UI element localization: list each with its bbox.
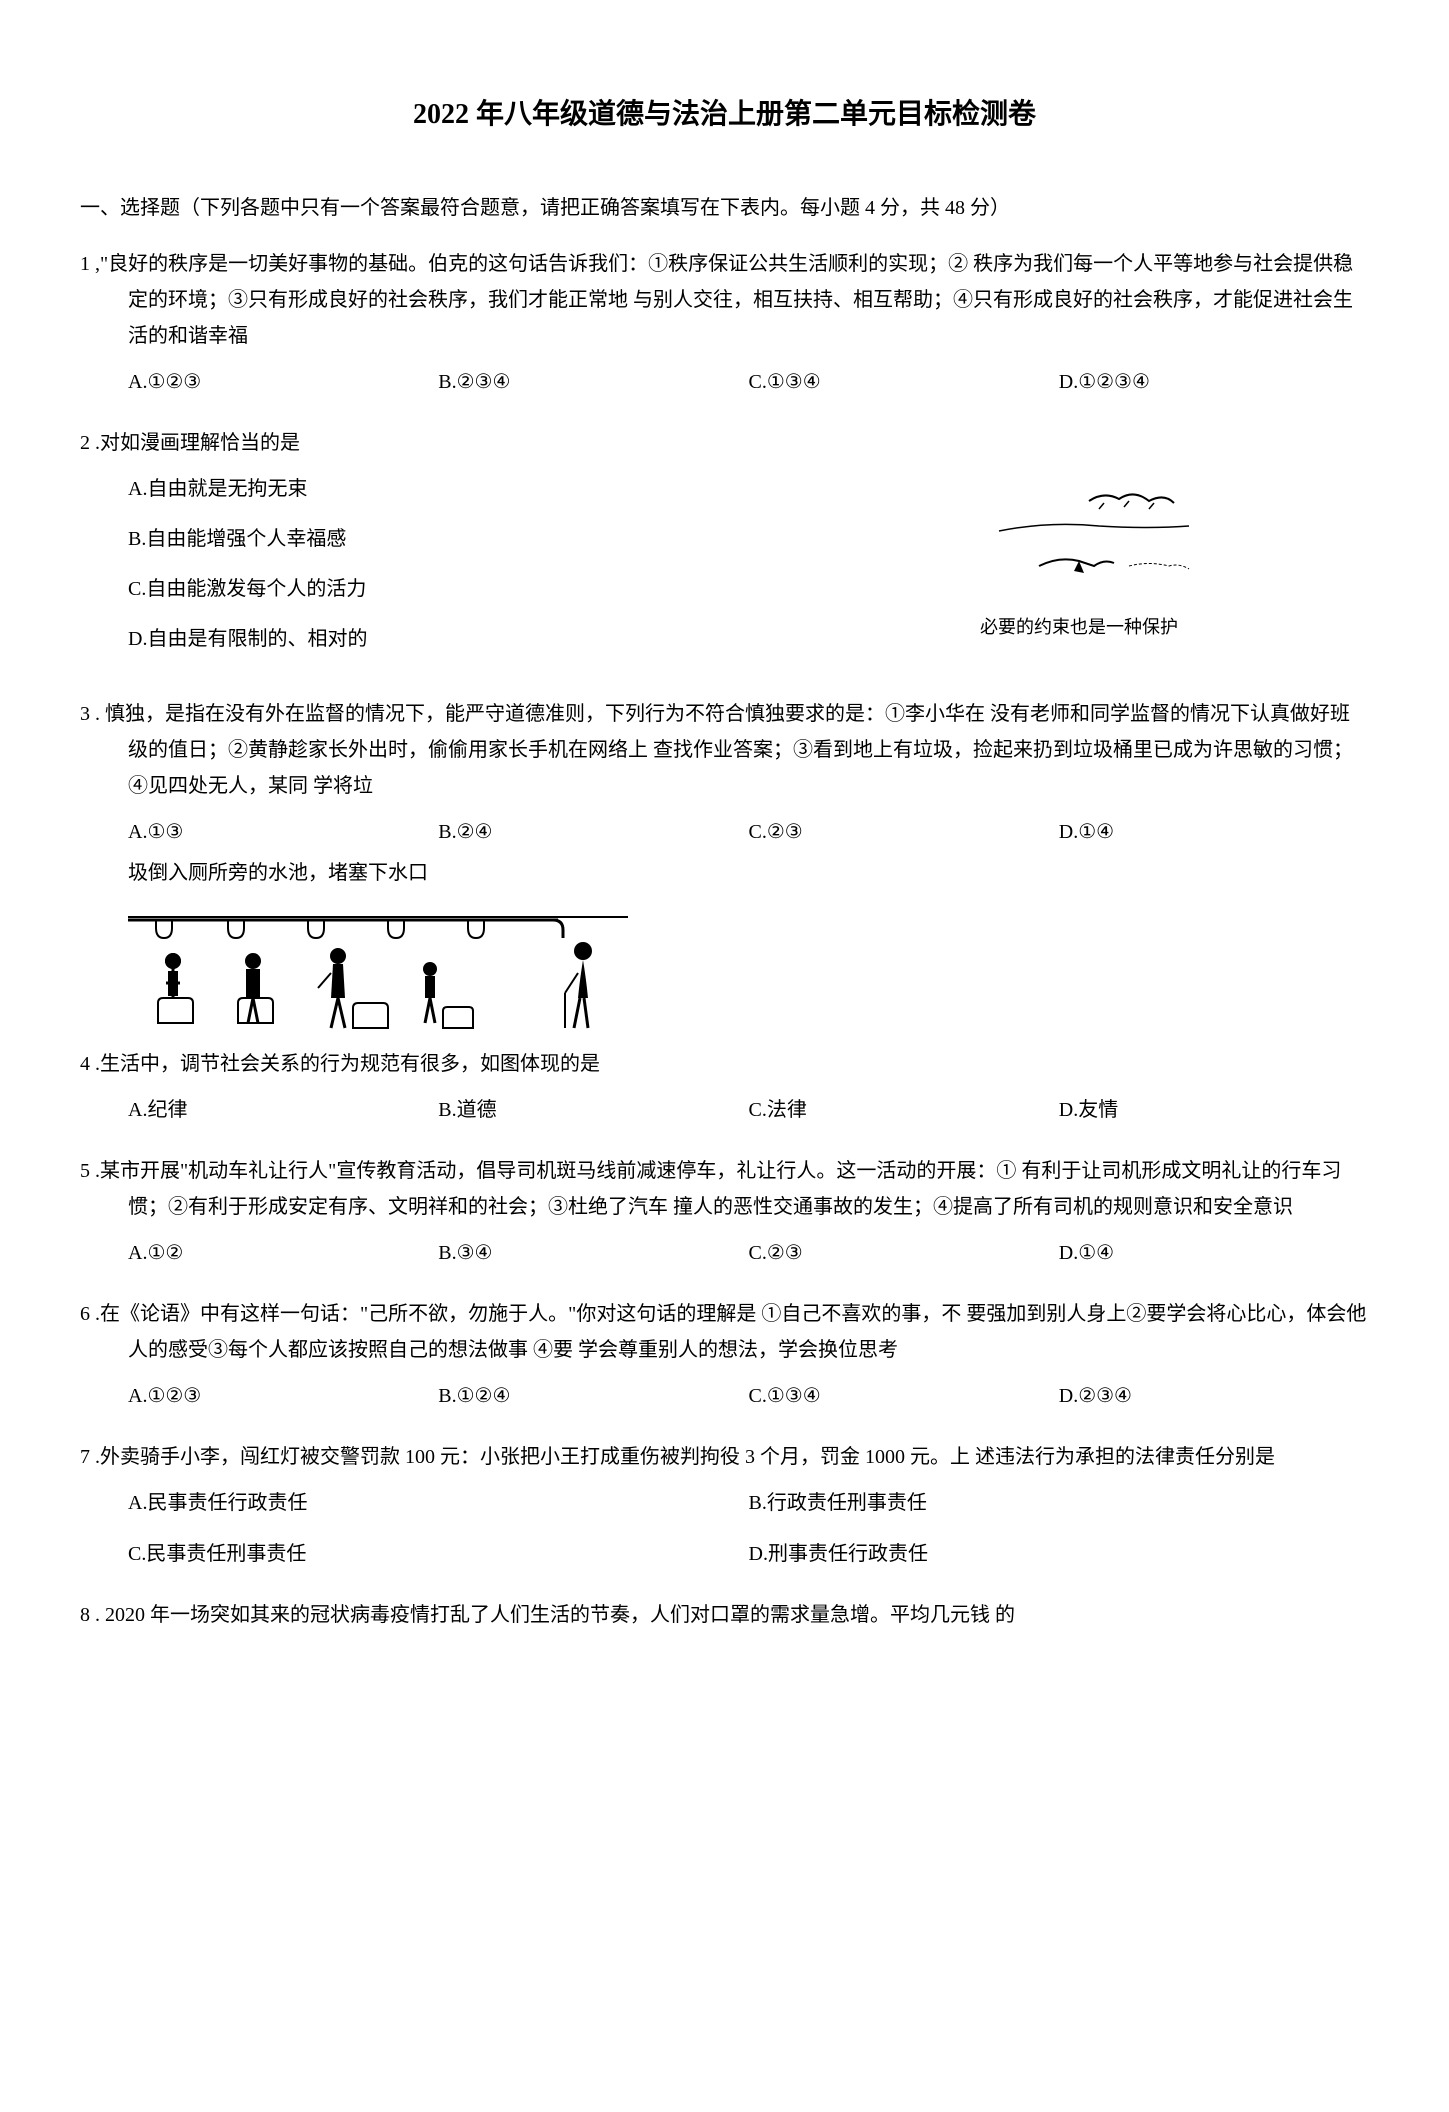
option-a: A.①②③ (128, 1378, 438, 1414)
options-row: A.①③ B.②④ C.②③ D.①④ (80, 814, 1369, 850)
option-b: B.道德 (438, 1092, 748, 1128)
option-c: C.②③ (749, 1235, 1059, 1271)
option-b: B.行政责任刑事责任 (749, 1485, 1370, 1521)
option-a: A.①②③ (128, 364, 438, 400)
question-text: 5 .某市开展"机动车礼让行人"宣传教育活动，倡导司机斑马线前减速停车，礼让行人… (80, 1153, 1369, 1225)
option-b: B.②④ (438, 814, 748, 850)
question-text: 8 . 2020 年一场突如其来的冠状病毒疫情打乱了人们生活的节奏，人们对口罩的… (80, 1597, 1369, 1633)
option-d: D.②③④ (1059, 1378, 1369, 1414)
option-d: D.自由是有限制的、相对的 (128, 621, 789, 657)
kite-illustration (949, 481, 1209, 591)
option-a: A.①③ (128, 814, 438, 850)
option-c: C.法律 (749, 1092, 1059, 1128)
question-4: 4 .生活中，调节社会关系的行为规范有很多，如图体现的是 A.纪律 B.道德 C… (80, 1046, 1369, 1128)
bus-seat-illustration (128, 916, 628, 1036)
options-grid: A.民事责任行政责任 B.行政责任刑事责任 C.民事责任刑事责任 D.刑事责任行… (80, 1485, 1369, 1572)
option-d: D.①④ (1059, 1235, 1369, 1271)
option-b: B.③④ (438, 1235, 748, 1271)
question-2: 2 .对如漫画理解恰当的是 A.自由就是无拘无束 B.自由能增强个人幸福感 C.… (80, 425, 1369, 671)
option-c: C.民事责任刑事责任 (128, 1536, 749, 1572)
option-a: A.①② (128, 1235, 438, 1271)
question-text: 2 .对如漫画理解恰当的是 (80, 425, 1369, 461)
options-row: A.①②③ B.①②④ C.①③④ D.②③④ (80, 1378, 1369, 1414)
question-5: 5 .某市开展"机动车礼让行人"宣传教育活动，倡导司机斑马线前减速停车，礼让行人… (80, 1153, 1369, 1271)
question-text-continued: 圾倒入厕所旁的水池，堵塞下水口 (80, 855, 1369, 891)
option-d: D.友情 (1059, 1092, 1369, 1128)
options-row: A.①②③ B.②③④ C.①③④ D.①②③④ (80, 364, 1369, 400)
question-3: 3 . 慎独，是指在没有外在监督的情况下，能严守道德准则，下列行为不符合慎独要求… (80, 696, 1369, 891)
option-a: A.纪律 (128, 1092, 438, 1128)
option-c: C.①③④ (749, 1378, 1059, 1414)
option-d: D.刑事责任行政责任 (749, 1536, 1370, 1572)
section-header: 一、选择题（下列各题中只有一个答案最符合题意，请把正确答案填写在下表内。每小题 … (80, 190, 1369, 226)
question-text: 6 .在《论语》中有这样一句话："己所不欲，勿施于人。"你对这句话的理解是 ①自… (80, 1296, 1369, 1368)
option-d: D.①④ (1059, 814, 1369, 850)
options-row: A.①② B.③④ C.②③ D.①④ (80, 1235, 1369, 1271)
question-8: 8 . 2020 年一场突如其来的冠状病毒疫情打乱了人们生活的节奏，人们对口罩的… (80, 1597, 1369, 1633)
option-c: C.②③ (749, 814, 1059, 850)
option-a: A.自由就是无拘无束 (128, 471, 789, 507)
question-6: 6 .在《论语》中有这样一句话："己所不欲，勿施于人。"你对这句话的理解是 ①自… (80, 1296, 1369, 1414)
question-1: 1 ,"良好的秩序是一切美好事物的基础。伯克的这句话告诉我们：①秩序保证公共生活… (80, 246, 1369, 400)
option-b: B.①②④ (438, 1378, 748, 1414)
page-title: 2022 年八年级道德与法治上册第二单元目标检测卷 (80, 90, 1369, 140)
option-b: B.自由能增强个人幸福感 (128, 521, 789, 557)
options-row: A.纪律 B.道德 C.法律 D.友情 (80, 1092, 1369, 1128)
option-a: A.民事责任行政责任 (128, 1485, 749, 1521)
option-c: C.①③④ (749, 364, 1059, 400)
question-text: 4 .生活中，调节社会关系的行为规范有很多，如图体现的是 (80, 1046, 1369, 1082)
image-caption: 必要的约束也是一种保护 (789, 611, 1369, 643)
question-text: 1 ,"良好的秩序是一切美好事物的基础。伯克的这句话告诉我们：①秩序保证公共生活… (80, 246, 1369, 354)
option-d: D.①②③④ (1059, 364, 1369, 400)
question-text: 3 . 慎独，是指在没有外在监督的情况下，能严守道德准则，下列行为不符合慎独要求… (80, 696, 1369, 804)
option-b: B.②③④ (438, 364, 748, 400)
question-7: 7 .外卖骑手小李，闯红灯被交警罚款 100 元：小张把小王打成重伤被判拘役 3… (80, 1439, 1369, 1572)
option-c: C.自由能激发每个人的活力 (128, 571, 789, 607)
question-text: 7 .外卖骑手小李，闯红灯被交警罚款 100 元：小张把小王打成重伤被判拘役 3… (80, 1439, 1369, 1475)
